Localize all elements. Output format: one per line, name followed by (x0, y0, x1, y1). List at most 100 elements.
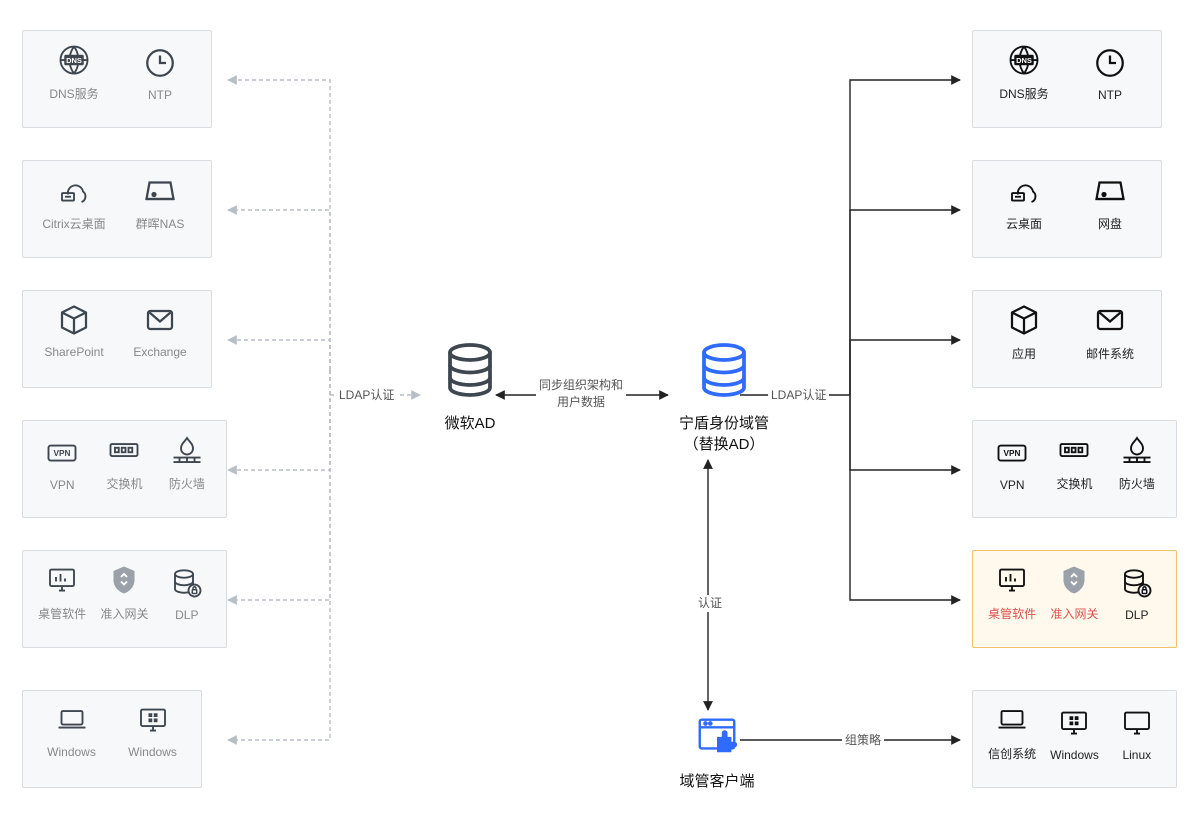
service-item: 邮件系统 (1067, 301, 1153, 362)
service-label: Windows (31, 745, 112, 759)
right-service-group: 桌管软件准入网关DLP (972, 550, 1177, 648)
service-item: 防火墙 (1106, 431, 1168, 492)
cloud-desktop-icon (981, 171, 1067, 209)
firewall-icon (156, 431, 218, 469)
service-item: Windows (31, 701, 112, 759)
left-service-group: 桌管软件准入网关DLP (22, 550, 227, 648)
monitor-icon (1106, 704, 1168, 742)
service-item: SharePoint (31, 301, 117, 359)
service-label: Exchange (117, 345, 203, 359)
node-title: 域管客户端 (672, 771, 762, 792)
nas-icon (1067, 171, 1153, 209)
service-label: 网盘 (1067, 215, 1153, 232)
service-item: DNSDNS服务 (31, 41, 117, 102)
service-label: NTP (117, 88, 203, 102)
node-title: 宁盾身份域管 （替换AD） (664, 413, 784, 455)
service-label: 准入网关 (1043, 605, 1105, 622)
service-label: 邮件系统 (1067, 345, 1153, 362)
service-item: 网盘 (1067, 171, 1153, 232)
database-icon (664, 340, 784, 405)
vpn-icon: VPN (981, 434, 1043, 472)
service-item: 交换机 (1043, 431, 1105, 492)
cloud-desktop-icon (31, 171, 117, 209)
edge-label-auth: 认证 (695, 595, 725, 612)
left-service-group: Citrix云桌面群晖NAS (22, 160, 212, 258)
service-item: 准入网关 (93, 561, 155, 622)
service-label: 应用 (981, 345, 1067, 362)
service-item: DLP (156, 564, 218, 622)
service-item: Linux (1106, 704, 1168, 762)
edge-label-ldap-left: LDAP认证 (336, 387, 397, 404)
service-item: 云桌面 (981, 171, 1067, 232)
monitor-win-icon (1043, 704, 1105, 742)
service-label: 群晖NAS (117, 215, 203, 232)
clock-icon (117, 44, 203, 82)
edge-label-gpo: 组策略 (842, 732, 884, 749)
service-label: 防火墙 (1106, 475, 1168, 492)
nas-icon (117, 171, 203, 209)
service-item: VPNVPN (981, 434, 1043, 492)
right-service-group: 应用邮件系统 (972, 290, 1162, 388)
right-service-group: 信创系统WindowsLinux (972, 690, 1177, 788)
node-microsoft-ad: 微软AD (430, 340, 510, 434)
service-label: 云桌面 (981, 215, 1067, 232)
switch-icon (1043, 431, 1105, 469)
node-ningdun-domain: 宁盾身份域管 （替换AD） (664, 340, 784, 455)
service-label: DLP (156, 608, 218, 622)
service-item: 防火墙 (156, 431, 218, 492)
node-domain-client: 域管客户端 (672, 712, 762, 792)
svg-text:VPN: VPN (1004, 449, 1021, 458)
vpn-icon: VPN (31, 434, 93, 472)
service-item: 桌管软件 (981, 561, 1043, 622)
service-item: 群晖NAS (117, 171, 203, 232)
shield-icon (1043, 561, 1105, 599)
service-item: NTP (117, 44, 203, 102)
db-lock-icon (1106, 564, 1168, 602)
service-item: Exchange (117, 301, 203, 359)
laptop-icon (981, 701, 1043, 739)
node-title: 微软AD (430, 413, 510, 434)
service-label: SharePoint (31, 345, 117, 359)
service-label: 桌管软件 (31, 605, 93, 622)
service-label: Windows (112, 745, 193, 759)
service-item: 准入网关 (1043, 561, 1105, 622)
db-lock-icon (156, 564, 218, 602)
service-item: 应用 (981, 301, 1067, 362)
switch-icon (93, 431, 155, 469)
service-label: Windows (1043, 748, 1105, 762)
mail-icon (117, 301, 203, 339)
right-service-group: DNS DNS服务NTP (972, 30, 1162, 128)
service-label: 交换机 (1043, 475, 1105, 492)
right-service-group: VPNVPN交换机防火墙 (972, 420, 1177, 518)
service-label: 准入网关 (93, 605, 155, 622)
left-service-group: DNSDNS服务NTP (22, 30, 212, 128)
edge-label-ldap-right: LDAP认证 (768, 387, 829, 404)
shield-icon (93, 561, 155, 599)
service-item: VPN VPN (31, 434, 93, 492)
edge-label-sync: 同步组织架构和 用户数据 (536, 377, 626, 411)
database-icon (430, 340, 510, 405)
service-label: 桌管软件 (981, 605, 1043, 622)
service-item: DNS DNS服务 (981, 41, 1067, 102)
service-item: 交换机 (93, 431, 155, 492)
left-service-group: VPN VPN交换机防火墙 (22, 420, 227, 518)
service-label: 防火墙 (156, 475, 218, 492)
monitor-win-icon (112, 701, 193, 739)
service-label: VPN (31, 478, 93, 492)
dns-icon: DNS (31, 41, 117, 79)
service-item: 信创系统 (981, 701, 1043, 762)
service-item: 桌管软件 (31, 561, 93, 622)
service-label: Linux (1106, 748, 1168, 762)
service-item: Windows (1043, 704, 1105, 762)
service-label: DLP (1106, 608, 1168, 622)
dns-icon: DNS (981, 41, 1067, 79)
left-service-group: SharePointExchange (22, 290, 212, 388)
service-label: DNS服务 (981, 85, 1067, 102)
service-label: NTP (1067, 88, 1153, 102)
mail-icon (1067, 301, 1153, 339)
service-item: Citrix云桌面 (31, 171, 117, 232)
service-item: NTP (1067, 44, 1153, 102)
service-label: 交换机 (93, 475, 155, 492)
svg-text:DNS: DNS (66, 56, 82, 65)
service-label: 信创系统 (981, 745, 1043, 762)
